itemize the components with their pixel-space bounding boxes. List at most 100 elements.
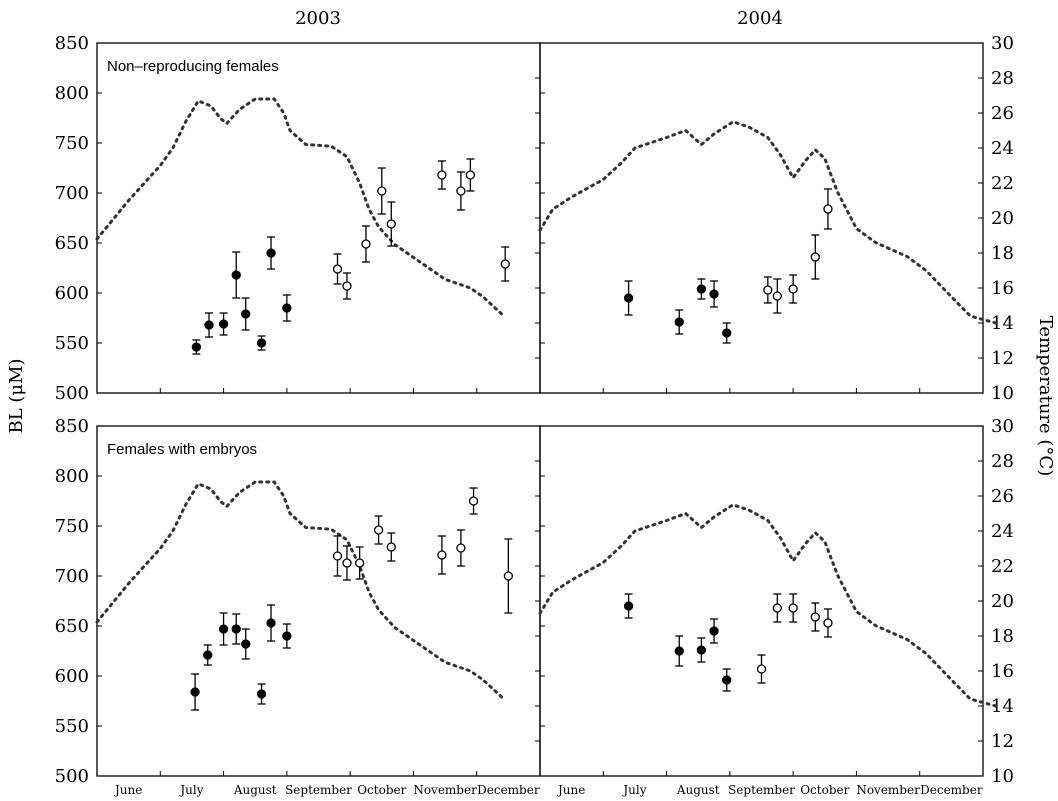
x-tick-label: August <box>233 783 277 797</box>
data-point-open <box>332 551 343 561</box>
x-tick-label: July <box>178 783 203 797</box>
data-point-open <box>772 603 782 613</box>
y-tick-label: 800 <box>55 466 89 487</box>
data-point-open <box>342 281 352 291</box>
data-point-filled <box>266 618 276 628</box>
x-tick-label: October <box>357 783 406 797</box>
x-tick-label: December <box>477 783 540 797</box>
data-point-open <box>377 186 387 196</box>
x-tick-label: June <box>556 783 585 797</box>
data-point-filled <box>218 319 229 329</box>
panel-2: 10 12 14 16 18 20 22 24 26 28 30 <box>538 33 1014 404</box>
y2-tick-label: 24 <box>991 521 1014 542</box>
data-point-open <box>823 618 833 628</box>
x-tick-label: December <box>920 783 983 797</box>
data-point-filled <box>241 309 251 319</box>
y2-tick-label: 14 <box>991 313 1014 334</box>
y-tick-label: 550 <box>55 333 89 354</box>
data-point-filled <box>191 342 202 352</box>
panel-3: June July August September October November De… <box>55 416 541 797</box>
data-point-open <box>437 170 447 180</box>
data-point-open <box>354 558 365 568</box>
data-point-open <box>763 285 773 295</box>
data-point-filled <box>623 293 634 303</box>
x-tick-label: October <box>800 783 849 797</box>
data-point-open <box>823 204 833 214</box>
y2-tick-label: 20 <box>991 208 1014 229</box>
y2-tick-label: 10 <box>991 766 1014 787</box>
data-point-filled <box>266 248 276 258</box>
panel-4: June July August September October November De… <box>538 416 1014 797</box>
data-point-open <box>810 252 820 262</box>
y2-tick-label: 28 <box>991 68 1014 89</box>
data-point-open <box>361 239 371 249</box>
y2-tick-label: 26 <box>991 103 1014 124</box>
y-tick-label: 700 <box>55 566 89 587</box>
y2-tick-label: 24 <box>991 138 1014 159</box>
y-tick-label: 500 <box>55 383 89 404</box>
data-point-open <box>810 612 820 622</box>
data-point-filled <box>709 626 719 636</box>
y2-tick-label: 16 <box>991 278 1014 299</box>
data-point-open <box>456 186 466 196</box>
y-tick-label: 600 <box>55 666 89 687</box>
y-tick-label: 700 <box>55 183 89 204</box>
col-title-2004: 2004 <box>737 8 783 29</box>
data-point-filled <box>231 270 241 280</box>
x-tick-label: September <box>285 783 352 797</box>
x-tick-label: September <box>728 783 795 797</box>
y-tick-label: 850 <box>55 416 89 437</box>
y-tick-label: 650 <box>55 616 89 637</box>
panel-1: 500 550 600 650 700 750 800 850 Non–reproducing … <box>55 33 541 404</box>
plot-frame <box>96 425 541 777</box>
data-point-filled <box>623 601 634 611</box>
data-point-open <box>503 571 514 581</box>
y2-tick-label: 14 <box>991 696 1014 717</box>
data-point-filled <box>722 675 732 685</box>
data-point-open <box>772 291 782 301</box>
data-point-filled <box>696 645 707 655</box>
y-tick-label: 600 <box>55 283 89 304</box>
data-point-filled <box>256 338 267 348</box>
data-point-open <box>437 550 447 560</box>
data-point-open <box>788 603 798 613</box>
y-tick-label: 550 <box>55 716 89 737</box>
data-point-open <box>332 264 343 274</box>
x-tick-label: August <box>676 783 720 797</box>
y-axis-label-left: BL (μM) <box>6 358 27 433</box>
y2-tick-label: 12 <box>991 348 1014 369</box>
x-tick-label: July <box>621 783 646 797</box>
data-point-filled <box>674 646 684 656</box>
panel-row-label: Females with embryos <box>107 441 257 458</box>
y-tick-label: 750 <box>55 133 89 154</box>
data-point-filled <box>190 687 200 697</box>
data-point-filled <box>282 631 292 641</box>
data-point-filled <box>256 689 267 699</box>
y2-tick-label: 30 <box>991 33 1014 54</box>
data-point-filled <box>696 284 707 294</box>
y-tick-label: 750 <box>55 516 89 537</box>
data-point-filled <box>709 289 719 299</box>
y2-tick-label: 12 <box>991 731 1014 752</box>
data-point-filled <box>282 303 292 313</box>
data-point-filled <box>241 639 251 649</box>
y2-tick-label: 18 <box>991 626 1014 647</box>
y2-tick-label: 10 <box>991 383 1014 404</box>
temperature-line <box>538 503 998 708</box>
data-point-open <box>756 664 767 674</box>
plot-frame <box>96 42 541 394</box>
data-point-filled <box>722 328 732 338</box>
y2-tick-label: 28 <box>991 451 1014 472</box>
y2-tick-label: 18 <box>991 243 1014 264</box>
panel-row-label: Non–reproducing females <box>107 58 279 75</box>
data-point-open <box>468 496 479 506</box>
data-point-open <box>465 170 476 180</box>
plot-frame <box>539 425 984 777</box>
temperature-line <box>538 120 998 325</box>
x-tick-label: June <box>113 783 142 797</box>
data-point-filled <box>203 650 213 660</box>
col-title-2003: 2003 <box>295 8 341 29</box>
y2-tick-label: 16 <box>991 661 1014 682</box>
data-point-open <box>456 543 466 553</box>
